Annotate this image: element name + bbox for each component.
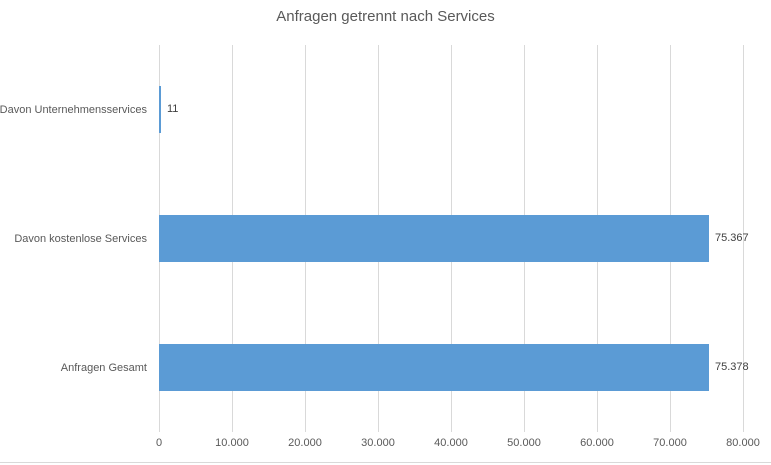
chart-title: Anfragen getrennt nach Services — [276, 8, 495, 25]
bar — [159, 344, 709, 391]
category-label: Davon kostenlose Services — [14, 232, 147, 245]
category-label: Davon Unternehmensservices — [0, 103, 147, 116]
x-axis-tick-label: 40.000 — [434, 437, 468, 449]
bar — [159, 86, 161, 133]
bar-value-label: 75.367 — [715, 232, 749, 244]
chart-bottom-border — [0, 462, 771, 463]
x-axis-tick-label: 30.000 — [361, 437, 395, 449]
x-axis-tick-label: 70.000 — [653, 437, 687, 449]
x-axis-tick-label: 80.000 — [726, 437, 760, 449]
bar-value-label: 75.378 — [715, 361, 749, 373]
x-axis-tick-label: 50.000 — [507, 437, 541, 449]
x-axis-tick-label: 0 — [155, 437, 163, 449]
gridline — [743, 45, 744, 432]
x-axis-tick-label: 20.000 — [288, 437, 322, 449]
category-label: Anfragen Gesamt — [60, 361, 147, 374]
x-axis-tick-label: 10.000 — [215, 437, 249, 449]
bar — [159, 215, 709, 262]
x-axis-tick-label: 60.000 — [580, 437, 614, 449]
bar-value-label: 11 — [167, 103, 179, 115]
